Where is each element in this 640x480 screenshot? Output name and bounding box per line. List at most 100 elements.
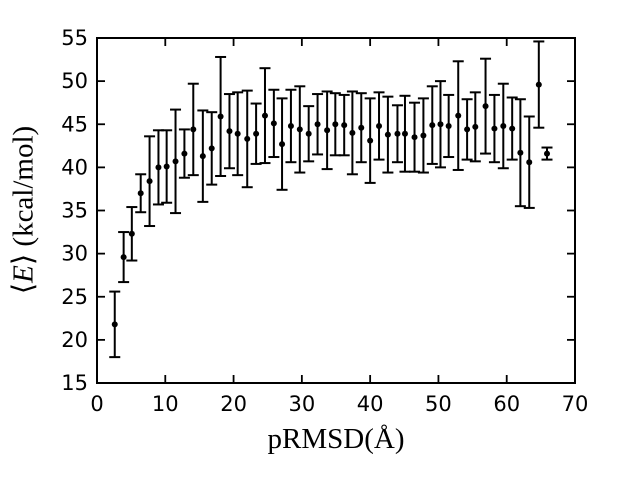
data-point bbox=[367, 137, 374, 144]
error-bar bbox=[126, 206, 138, 262]
error-bar bbox=[329, 92, 341, 157]
error-bar bbox=[285, 88, 297, 164]
error-bar bbox=[241, 89, 253, 189]
data-point bbox=[455, 112, 462, 119]
error-bar bbox=[497, 82, 509, 170]
data-point bbox=[234, 130, 241, 137]
data-point bbox=[253, 130, 260, 137]
data-point bbox=[146, 178, 153, 185]
ylabel-open-bracket: ⟨ bbox=[5, 282, 40, 295]
error-bar bbox=[373, 91, 385, 161]
error-bar bbox=[109, 290, 121, 359]
error-bar bbox=[488, 93, 500, 164]
data-point bbox=[244, 135, 251, 142]
error-bar bbox=[321, 90, 333, 171]
data-point bbox=[287, 122, 294, 129]
error-bar bbox=[312, 93, 324, 156]
y-tick-label: 15 bbox=[61, 371, 88, 395]
data-point bbox=[279, 141, 286, 148]
error-bar bbox=[215, 55, 227, 177]
x-tick-label: 0 bbox=[90, 392, 103, 416]
y-axis-label: ⟨E⟩ (kcal/mol) bbox=[6, 38, 40, 383]
error-bar bbox=[523, 115, 535, 209]
error-bar bbox=[259, 67, 271, 165]
error-bar bbox=[223, 93, 235, 170]
data-point bbox=[172, 158, 179, 165]
error-bar bbox=[206, 111, 218, 186]
y-axis-ticks: 15 20 25 30 35 40 45 50 55 bbox=[61, 26, 575, 395]
data-point bbox=[208, 145, 215, 152]
data-point bbox=[199, 153, 206, 160]
error-bar bbox=[118, 231, 130, 284]
data-point bbox=[217, 113, 224, 120]
error-bar bbox=[399, 94, 411, 173]
error-bar bbox=[303, 105, 315, 163]
data-point bbox=[181, 150, 188, 157]
x-tick-label: 50 bbox=[425, 392, 452, 416]
data-point bbox=[544, 150, 551, 157]
data-point bbox=[305, 130, 312, 137]
error-bar bbox=[355, 92, 367, 164]
error-bar bbox=[232, 91, 244, 177]
x-tick-label: 70 bbox=[562, 392, 589, 416]
y-tick-label: 50 bbox=[61, 69, 88, 93]
error-bar bbox=[364, 97, 376, 184]
data-point bbox=[464, 126, 471, 133]
data-point bbox=[472, 123, 479, 130]
data-point bbox=[226, 128, 233, 135]
data-series bbox=[109, 40, 553, 359]
x-axis-label: pRMSD(Å) bbox=[267, 423, 405, 455]
x-tick-label: 40 bbox=[357, 392, 384, 416]
error-bar bbox=[533, 40, 545, 129]
data-point bbox=[155, 164, 162, 171]
error-bar bbox=[338, 93, 350, 157]
data-point bbox=[261, 112, 268, 119]
data-point bbox=[111, 321, 118, 328]
data-point bbox=[341, 122, 348, 129]
error-bar bbox=[197, 109, 209, 203]
data-point bbox=[445, 122, 452, 129]
ylabel-symbol: E bbox=[7, 265, 40, 283]
error-bar bbox=[152, 129, 164, 206]
data-point bbox=[482, 103, 489, 110]
x-axis-ticks: 0 10 20 30 40 50 60 70 bbox=[90, 38, 588, 416]
x-tick-label: 60 bbox=[493, 392, 520, 416]
y-tick-label: 55 bbox=[61, 26, 88, 50]
y-tick-label: 30 bbox=[61, 242, 88, 266]
error-bar bbox=[346, 90, 358, 176]
y-tick-label: 40 bbox=[61, 155, 88, 179]
data-point bbox=[500, 122, 507, 129]
error-bar bbox=[469, 91, 481, 163]
data-point bbox=[491, 125, 498, 132]
data-point bbox=[128, 230, 135, 237]
data-point bbox=[429, 122, 436, 129]
data-point bbox=[535, 81, 542, 88]
error-bar bbox=[452, 60, 464, 171]
y-tick-label: 25 bbox=[61, 285, 88, 309]
x-tick-label: 30 bbox=[288, 392, 315, 416]
data-point bbox=[163, 163, 170, 170]
error-bar bbox=[480, 57, 492, 155]
error-bar bbox=[541, 146, 553, 161]
error-bar bbox=[426, 85, 438, 165]
data-point bbox=[314, 121, 321, 128]
error-bar bbox=[268, 88, 280, 159]
data-point bbox=[420, 132, 427, 139]
data-point bbox=[120, 254, 127, 261]
data-point bbox=[394, 130, 401, 137]
y-tick-label: 20 bbox=[61, 328, 88, 352]
error-bar bbox=[434, 80, 446, 169]
data-point bbox=[384, 131, 391, 138]
error-bar bbox=[382, 95, 394, 174]
data-point bbox=[190, 126, 197, 133]
data-point bbox=[358, 124, 365, 131]
error-bar bbox=[417, 97, 429, 174]
error-bar bbox=[294, 85, 306, 174]
ylabel-units: (kcal/mol) bbox=[7, 125, 40, 254]
y-tick-label: 35 bbox=[61, 199, 88, 223]
error-bar bbox=[506, 96, 518, 161]
error-bar bbox=[135, 173, 147, 214]
data-point bbox=[376, 122, 383, 129]
